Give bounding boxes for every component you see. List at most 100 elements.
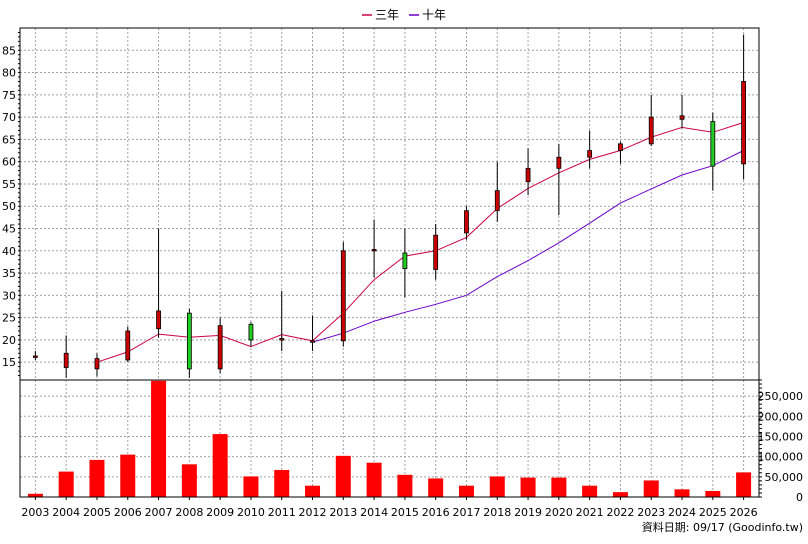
volume-bar bbox=[612, 492, 628, 497]
candle-body bbox=[125, 330, 131, 361]
candle-body bbox=[618, 143, 623, 151]
candle-body bbox=[464, 210, 469, 234]
candle-body bbox=[556, 156, 562, 169]
moving-average-line bbox=[312, 150, 744, 343]
volume-bar bbox=[520, 477, 536, 497]
volume-bar bbox=[551, 477, 567, 497]
x-tick-label: 2018 bbox=[483, 506, 511, 519]
x-tick-label: 2008 bbox=[175, 506, 203, 519]
x-tick-label: 2020 bbox=[545, 506, 573, 519]
x-tick-label: 2012 bbox=[299, 506, 327, 519]
candle-body bbox=[402, 252, 408, 270]
x-tick-label: 2023 bbox=[637, 506, 665, 519]
candle-body bbox=[648, 116, 654, 145]
candle-body bbox=[217, 325, 223, 370]
price-tick-label: 60 bbox=[2, 156, 16, 169]
x-tick-label: 2011 bbox=[268, 506, 296, 519]
price-tick-label: 15 bbox=[2, 356, 16, 369]
candle-body bbox=[741, 81, 747, 165]
x-tick-label: 2013 bbox=[329, 506, 357, 519]
price-tick-label: 20 bbox=[2, 334, 16, 347]
x-tick-label: 2016 bbox=[422, 506, 450, 519]
candle-body bbox=[63, 352, 69, 368]
volume-bar bbox=[212, 434, 228, 497]
x-tick-label: 2004 bbox=[52, 506, 80, 519]
candle-body bbox=[186, 312, 192, 370]
data-date-footer: 資料日期: 09/17 (Goodinfo.tw) bbox=[642, 520, 803, 534]
volume-bar bbox=[274, 469, 290, 497]
volume-bar bbox=[458, 485, 474, 497]
x-tick-label: 2025 bbox=[699, 506, 727, 519]
volume-tick-label: 100,000 bbox=[758, 451, 804, 464]
volume-bar bbox=[89, 459, 105, 497]
x-tick-label: 2006 bbox=[114, 506, 142, 519]
volume-bar bbox=[27, 493, 43, 497]
x-tick-label: 2014 bbox=[360, 506, 388, 519]
price-tick-label: 70 bbox=[2, 111, 16, 124]
volume-bar bbox=[366, 462, 382, 497]
volume-bar bbox=[305, 485, 321, 497]
volume-bar bbox=[428, 478, 444, 497]
candle-body bbox=[679, 115, 685, 120]
x-tick-label: 2003 bbox=[21, 506, 49, 519]
x-tick-label: 2017 bbox=[452, 506, 480, 519]
candle-body bbox=[94, 358, 100, 370]
volume-bar bbox=[120, 454, 136, 497]
candle-body bbox=[587, 150, 593, 158]
candle-body bbox=[340, 250, 346, 342]
volume-bar bbox=[151, 380, 167, 497]
volume-tick-label: 50,000 bbox=[765, 471, 804, 484]
price-tick-label: 25 bbox=[2, 312, 16, 325]
plot-frame bbox=[19, 27, 760, 498]
candle-body bbox=[310, 340, 315, 343]
price-tick-label: 35 bbox=[2, 267, 16, 280]
x-tick-label: 2026 bbox=[730, 506, 758, 519]
volume-bar bbox=[181, 464, 197, 497]
price-tick-label: 80 bbox=[2, 67, 16, 80]
candle-body bbox=[371, 249, 377, 252]
price-tick-label: 40 bbox=[2, 245, 16, 258]
plot-area bbox=[20, 28, 759, 497]
x-tick-label: 2009 bbox=[206, 506, 234, 519]
x-tick-label: 2010 bbox=[237, 506, 265, 519]
volume-tick-label: 250,000 bbox=[758, 390, 804, 403]
x-tick-label: 2007 bbox=[145, 506, 173, 519]
candle-body bbox=[494, 190, 500, 212]
legend-label: 三年 bbox=[375, 8, 399, 22]
volume-tick-label: 0 bbox=[796, 491, 803, 504]
x-tick-label: 2019 bbox=[514, 506, 542, 519]
volume-bar bbox=[582, 485, 598, 497]
price-tick-label: 45 bbox=[2, 223, 16, 236]
volume-bar bbox=[243, 476, 259, 497]
legend-label: 十年 bbox=[422, 8, 446, 22]
price-tick-label: 75 bbox=[2, 89, 16, 102]
x-tick-label: 2022 bbox=[606, 506, 634, 519]
volume-bar bbox=[58, 471, 74, 497]
volume-bar bbox=[335, 455, 351, 497]
candle-body bbox=[32, 355, 38, 358]
moving-average-line bbox=[96, 122, 744, 363]
candle-body bbox=[156, 310, 161, 330]
volume-bar bbox=[643, 480, 659, 497]
volume-bar bbox=[397, 474, 413, 497]
candle-body bbox=[248, 323, 254, 341]
volume-tick-label: 150,000 bbox=[758, 430, 804, 443]
x-tick-label: 2015 bbox=[391, 506, 419, 519]
price-tick-label: 65 bbox=[2, 133, 16, 146]
price-tick-label: 55 bbox=[2, 178, 16, 191]
price-tick-label: 85 bbox=[2, 44, 16, 57]
x-tick-label: 2021 bbox=[576, 506, 604, 519]
volume-tick-label: 200,000 bbox=[758, 410, 804, 423]
price-tick-label: 50 bbox=[2, 200, 16, 213]
volume-bar bbox=[705, 490, 721, 497]
x-tick-label: 2005 bbox=[83, 506, 111, 519]
price-tick-label: 30 bbox=[2, 289, 16, 302]
candle-body bbox=[525, 167, 531, 183]
candle-body bbox=[710, 121, 716, 167]
volume-bar bbox=[674, 489, 690, 497]
candle-body bbox=[433, 234, 439, 270]
candle-body bbox=[279, 338, 285, 341]
volume-bar bbox=[736, 472, 752, 497]
